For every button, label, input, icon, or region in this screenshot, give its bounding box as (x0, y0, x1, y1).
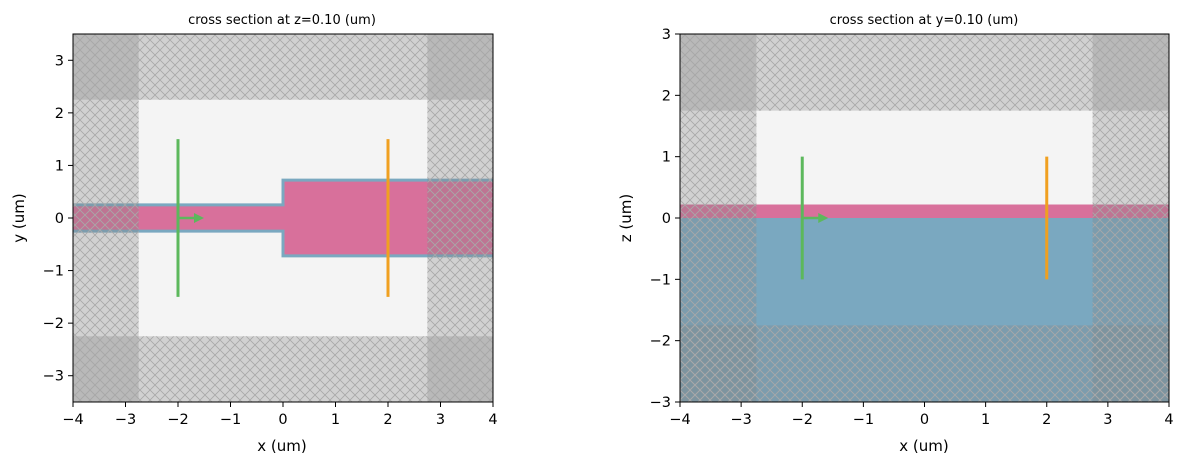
plot-area (679, 33, 1170, 403)
x-tick-label: 2 (1042, 412, 1051, 428)
x-tick-label: −2 (167, 412, 188, 428)
x-tick-label: 2 (383, 412, 392, 428)
y-tick-label: −2 (650, 334, 671, 350)
x-tick-label: 0 (920, 412, 929, 428)
plot-area (72, 33, 494, 403)
chart-left: cross section at z=0.10 (um) −4 −3 −2 −1 0 1 2… (10, 13, 498, 455)
x-tick-label: −4 (62, 412, 83, 428)
pml-hatch (1092, 34, 1169, 402)
x-tick-label: 1 (981, 412, 990, 428)
pml-hatch (73, 34, 493, 100)
y-tick-label: 1 (662, 150, 671, 166)
plot-content (680, 34, 1169, 402)
x-tick-label: −1 (853, 412, 874, 428)
y-tick-label: 0 (55, 211, 64, 227)
x-tick-label: −3 (115, 412, 136, 428)
x-axis-label: x (um) (257, 437, 306, 455)
x-tick-label: 4 (1164, 412, 1173, 428)
x-axis: −4 −3 −2 −1 0 1 2 3 4 (669, 402, 1174, 428)
y-tick-label: −3 (650, 395, 671, 411)
y-tick-label: 1 (55, 158, 64, 174)
y-tick-label: −3 (43, 369, 64, 385)
y-tick-label: 2 (55, 106, 64, 122)
source-arrow-head (818, 213, 829, 223)
chart-right: cross section at y=0.10 (um) −4 −3 −2 −1 0 1 2… (617, 13, 1174, 455)
x-tick-label: 1 (331, 412, 340, 428)
chart-title: cross section at y=0.10 (um) (830, 13, 1019, 28)
x-tick-label: 3 (1103, 412, 1112, 428)
y-tick-label: −2 (43, 316, 64, 332)
pml-hatch (73, 34, 139, 402)
pml-hatch (680, 34, 1169, 111)
x-tick-label: −3 (730, 412, 751, 428)
x-tick-label: −1 (220, 412, 241, 428)
x-tick-label: −2 (792, 412, 813, 428)
y-tick-label: −1 (650, 272, 671, 288)
y-tick-label: 0 (662, 211, 671, 227)
y-tick-label: −1 (43, 264, 64, 280)
pml-hatch (680, 325, 1169, 402)
pml-hatch (680, 34, 757, 402)
y-tick-label: 2 (662, 88, 671, 104)
x-tick-label: −4 (669, 412, 690, 428)
y-tick-label: 3 (662, 27, 671, 43)
pml-hatch (73, 336, 493, 402)
plot-content (73, 34, 493, 402)
y-tick-label: 3 (55, 53, 64, 69)
y-axis-label: z (um) (617, 194, 635, 242)
x-tick-label: 3 (436, 412, 445, 428)
x-tick-label: 4 (488, 412, 497, 428)
pml-hatch (427, 34, 493, 402)
x-axis: −4 −3 −2 −1 0 1 2 3 4 (62, 402, 498, 428)
y-axis-label: y (um) (10, 193, 28, 242)
x-tick-label: 0 (278, 412, 287, 428)
y-axis: −3 −2 −1 0 1 2 3 (43, 53, 73, 385)
source-arrow-head (194, 213, 204, 223)
y-axis: −3 −2 −1 0 1 2 3 (650, 27, 680, 411)
x-axis-label: x (um) (899, 437, 948, 455)
chart-title: cross section at z=0.10 (um) (188, 13, 376, 28)
